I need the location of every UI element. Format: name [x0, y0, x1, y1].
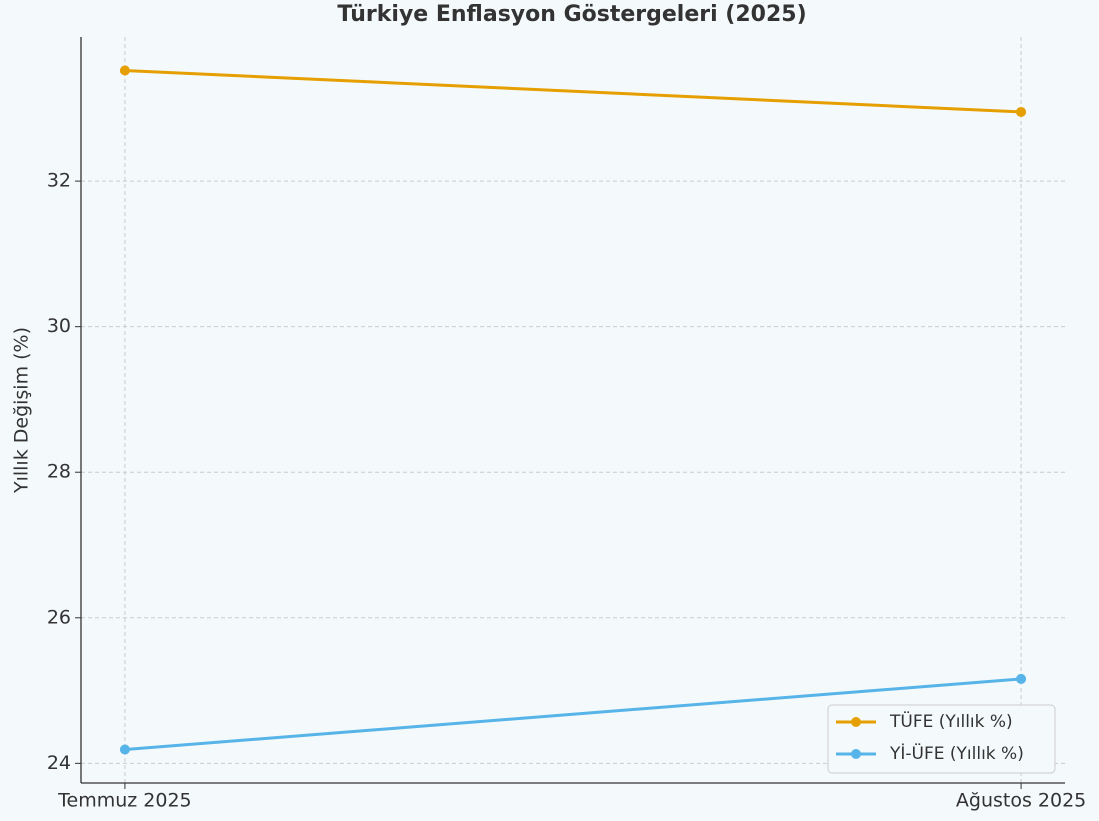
data-point [119, 65, 130, 76]
y-tick-label: 32 [47, 170, 71, 192]
legend-label: Yİ-ÜFE (Yıllık %) [889, 742, 1024, 764]
legend-marker [851, 717, 861, 727]
x-tick-label: Temmuz 2025 [57, 790, 192, 812]
data-point [1016, 673, 1027, 684]
y-tick-label: 28 [47, 461, 71, 483]
legend-box [827, 704, 1056, 774]
data-point [1016, 106, 1027, 117]
legend-label: TÜFE (Yıllık %) [889, 710, 1013, 732]
series-line [124, 677, 1022, 752]
legend-marker [851, 749, 861, 759]
y-tick-label: 24 [47, 752, 71, 774]
series-line [124, 68, 1022, 114]
legend: TÜFE (Yıllık %) Yİ-ÜFE (Yıllık %) [827, 704, 1056, 774]
y-tick-label: 26 [47, 606, 71, 628]
data-point [119, 744, 130, 755]
chart-title: Türkiye Enflasyon Göstergeleri (2025) [337, 2, 806, 27]
x-tick-label: Ağustos 2025 [956, 790, 1086, 812]
y-axis-label: Yıllık Değişim (%) [11, 327, 33, 494]
y-tick-label: 30 [47, 315, 71, 337]
